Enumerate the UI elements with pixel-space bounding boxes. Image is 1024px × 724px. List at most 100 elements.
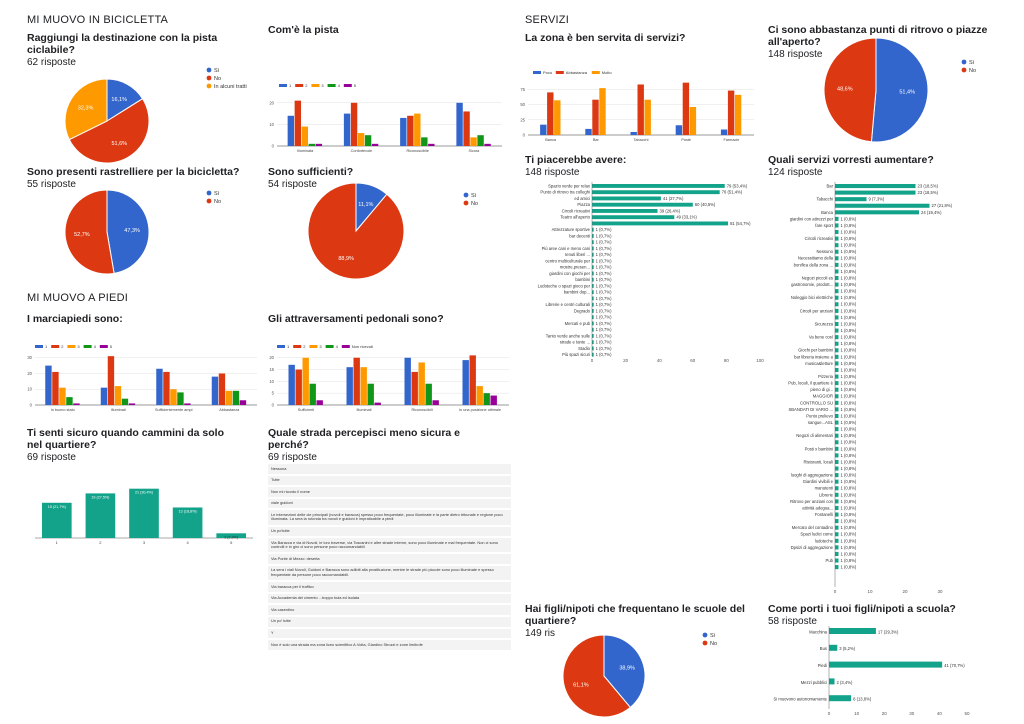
response-count: 69 risposte bbox=[268, 452, 317, 463]
bar bbox=[432, 400, 439, 405]
bar bbox=[835, 367, 839, 373]
bar-label: 1 (0,7%) bbox=[596, 258, 612, 263]
bar-label: 1 (0,7%) bbox=[596, 252, 612, 257]
category-label: sangue...ASL bbox=[808, 420, 834, 425]
bar-label: 76 (51,4%) bbox=[722, 190, 743, 195]
bar bbox=[357, 133, 365, 146]
bar bbox=[835, 381, 839, 386]
bar-label: 1 (0,7%) bbox=[596, 290, 612, 295]
category-label: Si muovono autonomamente bbox=[773, 697, 827, 702]
response-row: Tutte bbox=[268, 475, 511, 486]
x-tick-label: 100 bbox=[756, 358, 764, 363]
category-label: Librerie e centri culturali bbox=[546, 302, 591, 307]
question-title: Ti piacerebbe avere: bbox=[525, 154, 627, 166]
bar-label: 17 (29,3%) bbox=[878, 629, 899, 634]
category-label: Mercati e pub bbox=[565, 321, 591, 326]
bar bbox=[675, 125, 683, 135]
bar-label: 1 (0,8%) bbox=[841, 551, 857, 556]
bar bbox=[835, 545, 839, 550]
x-tick-label: 3 bbox=[143, 540, 146, 545]
category-label: Tabacchi bbox=[816, 197, 833, 202]
bar-label: 1 (0,8%) bbox=[841, 275, 857, 280]
bar bbox=[835, 519, 839, 524]
legend-label: 1 bbox=[287, 344, 290, 349]
bar bbox=[592, 240, 594, 245]
bar bbox=[835, 387, 839, 392]
bar bbox=[644, 99, 651, 135]
bar-label: 1 (0,8%) bbox=[841, 348, 857, 353]
bar-label: 8 (13,8%) bbox=[853, 697, 872, 702]
x-tick-label: 20 bbox=[902, 589, 908, 594]
bar bbox=[114, 386, 122, 405]
category-label: Mezzi pubblici bbox=[801, 680, 827, 685]
legend-label: 2 bbox=[305, 83, 308, 88]
bar bbox=[720, 129, 728, 135]
y-tick-label: 75 bbox=[520, 87, 525, 92]
bar-label: 1 (0,8%) bbox=[841, 538, 857, 543]
pie-slice bbox=[307, 182, 405, 280]
bar-label: 1 (0,8%) bbox=[841, 453, 857, 458]
bar-label: 79 (53,4%) bbox=[727, 183, 748, 188]
bar-label: 41 (70,7%) bbox=[944, 663, 965, 668]
bar bbox=[592, 259, 594, 263]
question-title: Raggiungi la destinazione con la pista c… bbox=[27, 32, 218, 56]
bar bbox=[346, 367, 353, 405]
x-tick-label: Farmacie bbox=[723, 138, 739, 142]
y-tick-label: 10 bbox=[269, 379, 274, 384]
bar bbox=[829, 644, 838, 651]
bar bbox=[592, 346, 594, 351]
y-tick-label: 0 bbox=[523, 133, 526, 138]
pie-slice bbox=[64, 189, 115, 275]
bar-label: 27 (21,8%) bbox=[932, 203, 953, 208]
bar-label: 1 (0,7%) bbox=[596, 265, 612, 270]
category-label: Pub, locali, il quartiere è bbox=[788, 381, 833, 386]
bar bbox=[211, 376, 219, 405]
legend-swatch bbox=[591, 71, 600, 74]
bar-label: 1 (0,7%) bbox=[596, 327, 612, 332]
bar bbox=[592, 277, 594, 282]
bar bbox=[232, 390, 240, 405]
bar bbox=[835, 551, 839, 556]
legend-swatch bbox=[343, 84, 352, 87]
response-row: Via Ponte di Mezzo: deserta bbox=[268, 554, 511, 564]
legend-label: In alcuni tratti bbox=[214, 84, 247, 90]
category-label: Va bene così bbox=[809, 335, 833, 340]
bar-label: 1 (0,8%) bbox=[841, 519, 857, 524]
legend-label: 5 bbox=[354, 83, 357, 88]
legend-label: 3 bbox=[321, 83, 324, 88]
bar bbox=[52, 371, 59, 405]
category-label: Mercato del contadino bbox=[792, 525, 834, 530]
pie-slice bbox=[68, 98, 150, 164]
bar bbox=[554, 100, 561, 135]
bar bbox=[835, 315, 839, 320]
bar bbox=[592, 227, 594, 232]
legend-label: 2 bbox=[61, 344, 64, 349]
bar-label: 13 (18,8%) bbox=[179, 509, 197, 513]
legend-swatch bbox=[99, 345, 108, 348]
bar bbox=[163, 371, 170, 405]
bar bbox=[469, 355, 476, 405]
x-tick-label: Bar bbox=[593, 138, 600, 142]
response-count: 149 ris bbox=[525, 628, 556, 639]
bar bbox=[308, 143, 316, 146]
bar-label: 1 (0,7%) bbox=[596, 227, 612, 232]
pie-slice-label: 88,9% bbox=[338, 256, 354, 262]
response-row: Via baracca per il traffico bbox=[268, 582, 511, 592]
legend-swatch bbox=[51, 345, 60, 348]
bar bbox=[156, 368, 163, 405]
bar bbox=[835, 486, 839, 491]
panel-sicuro: Ti senti sicuro quando cammini da solo n… bbox=[27, 427, 227, 465]
legend-swatch bbox=[295, 84, 304, 87]
legend-label: 4 bbox=[338, 83, 341, 88]
bar-label: 1 (0,8%) bbox=[841, 335, 857, 340]
y-tick-label: 50 bbox=[520, 102, 525, 107]
bar bbox=[592, 284, 594, 288]
bar bbox=[592, 265, 594, 270]
question-title: I marciapiedi sono: bbox=[27, 313, 123, 325]
bar bbox=[835, 446, 839, 451]
x-tick-label: 2 bbox=[99, 540, 102, 545]
category-label: manutenti bbox=[815, 486, 833, 491]
bar-label: 1 (0,8%) bbox=[841, 505, 857, 510]
bar-label: 1 (0,8%) bbox=[841, 216, 857, 221]
x-tick-label: Riconoscibili bbox=[411, 408, 432, 412]
